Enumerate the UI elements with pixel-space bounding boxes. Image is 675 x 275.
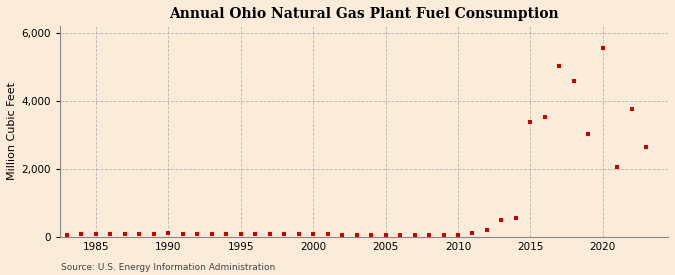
Point <box>236 232 246 236</box>
Point <box>467 231 478 235</box>
Point <box>438 233 449 237</box>
Point <box>134 232 144 236</box>
Point <box>583 131 594 136</box>
Point <box>568 79 579 83</box>
Point <box>322 232 333 237</box>
Title: Annual Ohio Natural Gas Plant Fuel Consumption: Annual Ohio Natural Gas Plant Fuel Consu… <box>169 7 559 21</box>
Point <box>76 232 87 236</box>
Point <box>380 233 391 237</box>
Point <box>192 232 202 236</box>
Y-axis label: Million Cubic Feet: Million Cubic Feet <box>7 82 17 180</box>
Point <box>163 231 173 235</box>
Point <box>453 233 464 237</box>
Point <box>351 232 362 237</box>
Point <box>265 232 275 236</box>
Point <box>510 216 521 220</box>
Point <box>626 107 637 111</box>
Point <box>337 232 348 237</box>
Point <box>366 233 377 237</box>
Point <box>395 233 406 237</box>
Point <box>221 232 232 236</box>
Point <box>597 45 608 50</box>
Point <box>178 232 188 236</box>
Point <box>119 232 130 236</box>
Point <box>207 232 217 236</box>
Point <box>424 233 435 237</box>
Point <box>481 228 492 232</box>
Text: Source: U.S. Energy Information Administration: Source: U.S. Energy Information Administ… <box>61 263 275 272</box>
Point <box>308 232 319 237</box>
Point <box>496 218 507 222</box>
Point <box>148 232 159 236</box>
Point <box>612 165 623 170</box>
Point <box>279 232 290 236</box>
Point <box>409 233 420 237</box>
Point <box>525 120 536 124</box>
Point <box>250 232 261 236</box>
Point <box>293 232 304 236</box>
Point <box>539 115 550 119</box>
Point <box>641 145 652 150</box>
Point <box>90 232 101 236</box>
Point <box>105 232 115 236</box>
Point <box>61 233 72 237</box>
Point <box>554 64 565 68</box>
